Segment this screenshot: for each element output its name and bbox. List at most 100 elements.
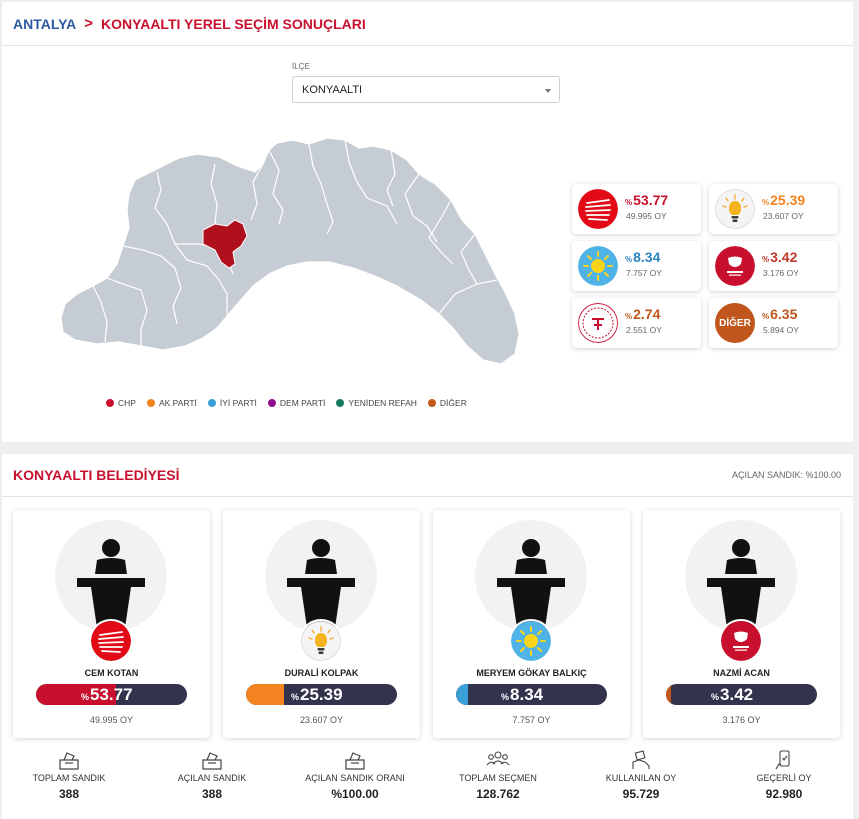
legend-item-iyiparti: İYİ PARTİ: [207, 398, 257, 408]
candidate-name: CEM KOTAN: [84, 668, 139, 678]
podium-speaker-icon: [707, 539, 775, 628]
legend-dot: [146, 399, 155, 407]
legend-label: DİĞER: [439, 398, 467, 408]
party-result-card-tip[interactable]: %2.74 2.551 OY: [572, 298, 701, 348]
legend-item-demparti: DEM PARTİ: [267, 398, 325, 408]
party-result-card-diger[interactable]: DİĞER %6.35 5.894 OY: [709, 298, 838, 348]
zafer-logo-icon: [721, 621, 761, 661]
vote-share-bar-fill: [456, 684, 468, 705]
legend-dot: [336, 399, 345, 407]
stat-label: TOPLAM SEÇMEN: [459, 773, 537, 783]
district-select-label: İLÇE: [292, 62, 310, 71]
stat-value: 95.729: [622, 787, 660, 801]
breadcrumb-city-link[interactable]: ANTALYA: [13, 15, 77, 32]
candidate-card[interactable]: DURALİ KOLPAK %25.39 23.607 OY: [223, 510, 420, 738]
party-result-card-iyiparti[interactable]: %8.34 7.757 OY: [572, 241, 701, 291]
party-percent: %2.74: [625, 306, 660, 322]
vote-hand-icon: [632, 750, 650, 769]
candidate-card[interactable]: NAZMİ ACAN %3.42 3.176 OY: [643, 510, 840, 738]
stat-total-boxes: TOPLAM SANDIK 388: [4, 750, 134, 801]
candidate-percent-value: 3.42: [720, 685, 754, 704]
vote-share-bar: %8.34: [456, 684, 607, 705]
legend-item-chp: CHP: [106, 398, 136, 408]
party-votes: 3.176 OY: [763, 268, 799, 278]
valid-vote-phone-icon: [775, 750, 790, 770]
party-percent: %3.42: [762, 249, 797, 265]
candidate-percent-value: 53.77: [90, 685, 133, 704]
percent-symbol: %: [625, 312, 633, 321]
vote-share-bar: %53.77: [36, 684, 187, 705]
stat-total-voters: TOPLAM SEÇMEN 128.762: [433, 750, 563, 801]
ballot-box-icon: [345, 752, 365, 770]
party-percent-value: 2.74: [633, 306, 661, 322]
candidate-card[interactable]: MERYEM GÖKAY BALKIÇ %8.34 7.757 OY: [433, 510, 630, 738]
vote-share-bar-fill: [246, 684, 284, 705]
candidate-votes: 7.757 OY: [512, 715, 551, 725]
party-legend: CHP AK PARTİ İYİ PARTİ DEM PARTİ YENİDEN…: [106, 398, 467, 408]
tip-logo-icon: [578, 303, 618, 343]
opened-boxes-status: AÇILAN SANDIK: %100.00: [731, 470, 841, 480]
candidate-percent: %25.39: [291, 685, 343, 705]
legend-item-akparti: AK PARTİ: [146, 398, 197, 408]
candidate-votes: 3.176 OY: [722, 715, 761, 725]
iyiparti-logo-icon: [511, 621, 551, 661]
percent-symbol: %: [501, 692, 510, 702]
municipality-title: KONYAALTI BELEDİYESİ: [13, 467, 180, 483]
chp-logo-icon: [91, 621, 131, 661]
vote-share-bar-fill: [36, 684, 116, 705]
vote-share-bar-fill: [666, 684, 671, 705]
chp-logo-icon: [578, 189, 618, 229]
party-votes: 23.607 OY: [763, 211, 804, 221]
diger-logo-text: DİĞER: [719, 317, 751, 329]
stat-opened-boxes: AÇILAN SANDIK 388: [147, 750, 277, 801]
stat-valid-votes: GEÇERLİ OY 92.980: [719, 750, 849, 801]
chevron-right-icon: >: [84, 15, 94, 32]
party-result-card-akparti[interactable]: %25.39 23.607 OY: [709, 184, 838, 234]
candidate-percent: %8.34: [501, 685, 543, 705]
stat-value: 92.980: [765, 787, 803, 801]
legend-label: CHP: [118, 398, 136, 408]
percent-symbol: %: [762, 255, 770, 264]
percent-symbol: %: [81, 692, 90, 702]
party-percent: %53.77: [625, 192, 668, 208]
candidate-percent: %3.42: [711, 685, 753, 705]
district-select[interactable]: KONYAALTI: [292, 76, 560, 103]
candidate-percent-value: 8.34: [510, 685, 544, 704]
candidate-votes: 49.995 OY: [89, 715, 134, 725]
candidate-name: NAZMİ ACAN: [713, 668, 770, 678]
legend-dot: [267, 399, 276, 407]
percent-symbol: %: [711, 692, 720, 702]
party-percent-value: 25.39: [770, 192, 806, 208]
legend-dot: [207, 399, 216, 407]
party-votes: 5.894 OY: [763, 325, 799, 335]
stat-value: 388: [58, 787, 80, 801]
party-result-card-chp[interactable]: %53.77 49.995 OY: [572, 184, 701, 234]
party-votes: 2.551 OY: [626, 325, 662, 335]
akparti-logo-icon: [301, 621, 341, 661]
party-percent: %8.34: [625, 249, 660, 265]
candidate-card[interactable]: CEM KOTAN %53.77 49.995 OY: [13, 510, 210, 738]
zafer-logo-icon: [715, 246, 755, 286]
breadcrumb: ANTALYA > KONYAALTI YEREL SEÇİM SONUÇLAR…: [2, 2, 853, 46]
map-district-konyaalti[interactable]: [202, 219, 248, 269]
antalya-district-map[interactable]: [57, 134, 527, 369]
candidate-name: MERYEM GÖKAY BALKIÇ: [476, 668, 587, 678]
candidate-percent-value: 25.39: [300, 685, 343, 704]
voters-icon: [486, 751, 510, 766]
akparti-logo-icon: [715, 189, 755, 229]
party-votes: 7.757 OY: [626, 268, 662, 278]
podium-speaker-icon: [497, 539, 565, 628]
stat-label: KULLANILAN OY: [605, 773, 677, 783]
percent-symbol: %: [762, 198, 770, 207]
map-province-outline: [60, 137, 520, 365]
stat-label: TOPLAM SANDIK: [32, 773, 106, 783]
vote-share-bar: %25.39: [246, 684, 397, 705]
party-percent-value: 8.34: [633, 249, 661, 265]
podium-speaker-icon: [77, 539, 145, 628]
stat-label: GEÇERLİ OY: [756, 773, 812, 783]
party-result-card-zafer[interactable]: %3.42 3.176 OY: [709, 241, 838, 291]
percent-symbol: %: [625, 198, 633, 207]
stat-opened-boxes-ratio: AÇILAN SANDIK ORANI %100.00: [290, 750, 420, 801]
candidate-votes: 23.607 OY: [299, 715, 344, 725]
district-results-panel: ANTALYA > KONYAALTI YEREL SEÇİM SONUÇLAR…: [2, 2, 853, 442]
